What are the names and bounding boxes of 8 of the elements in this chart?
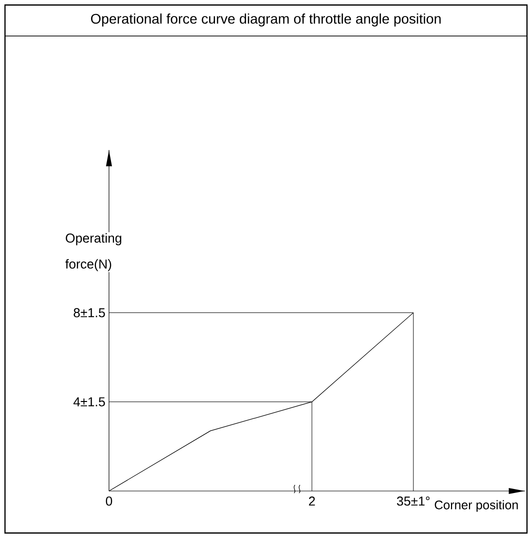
x-tick-label: 35±1° [396,496,430,506]
x-tick-label: 0 [106,496,112,506]
ref-line-label: 4±1.5 [73,397,105,406]
ref-line-label: 8±1.5 [74,308,105,318]
x-tick-label: 2 [308,496,315,506]
y-axis-title: Operating force(N) [65,233,122,272]
chart-title: Operational force curve diagram of throttle angle position [91,13,441,26]
x-axis-title: Corner position [434,500,518,512]
